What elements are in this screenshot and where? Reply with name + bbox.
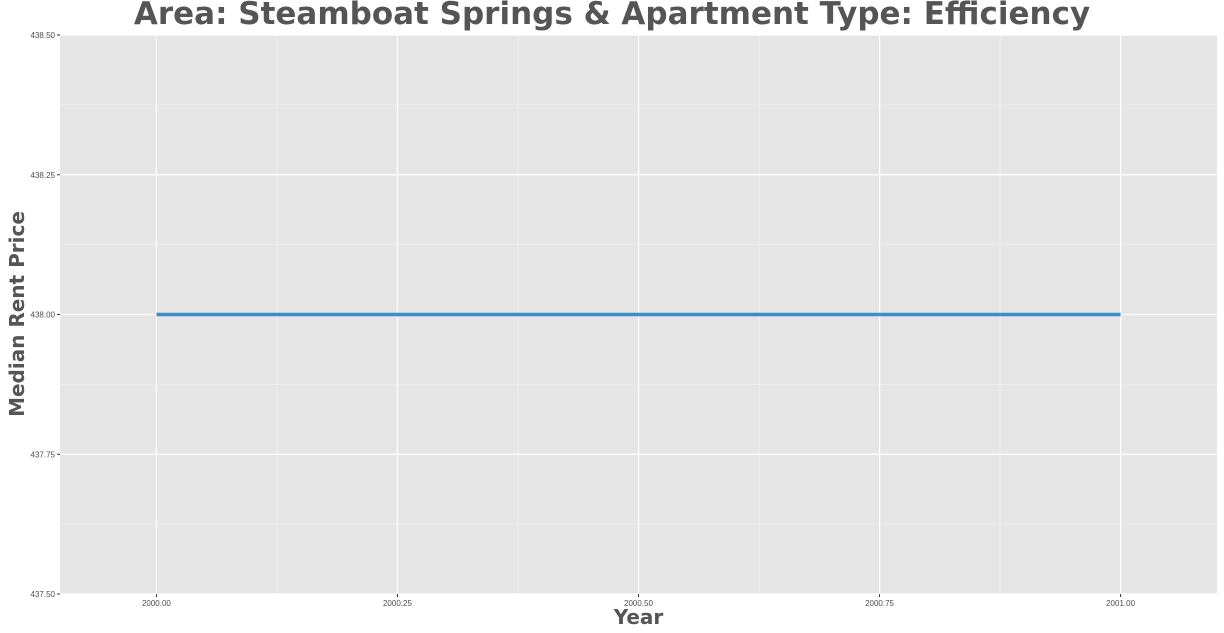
y-axis-label: Median Rent Price <box>5 211 29 417</box>
y-tick-label: 437.50 <box>31 590 56 599</box>
x-tick-label: 2001.00 <box>1106 599 1135 608</box>
y-tick-label: 437.75 <box>31 450 56 459</box>
x-tick-label: 2000.00 <box>142 599 171 608</box>
x-tick-label: 2000.50 <box>624 599 653 608</box>
x-axis-ticks: 2000.00 2000.25 2000.50 2000.75 2001.00 <box>142 594 1136 608</box>
chart-title: Area: Steamboat Springs & Apartment Type… <box>133 0 1091 32</box>
x-axis-label: Year <box>613 605 664 629</box>
y-tick-label: 438.00 <box>31 311 56 320</box>
y-tick-label: 438.25 <box>31 171 56 180</box>
x-tick-label: 2000.25 <box>383 599 412 608</box>
y-axis-ticks: 437.50 437.75 438.00 438.25 438.50 <box>31 31 60 599</box>
y-tick-label: 438.50 <box>31 31 56 40</box>
x-tick-label: 2000.75 <box>865 599 894 608</box>
